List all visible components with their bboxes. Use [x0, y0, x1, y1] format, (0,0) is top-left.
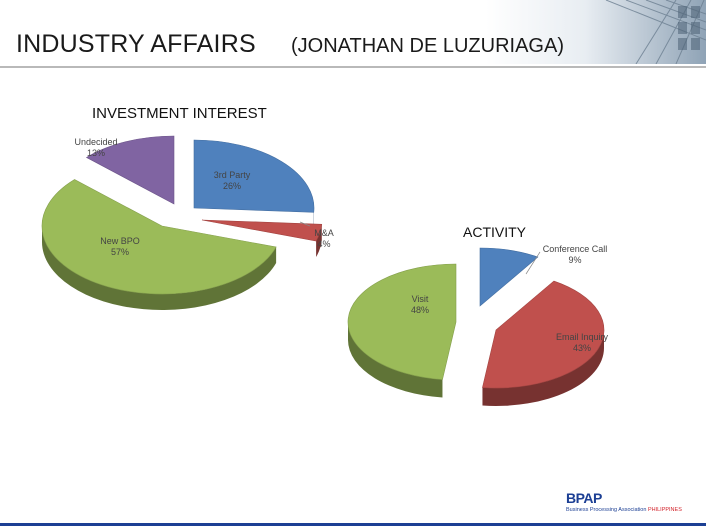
pie-slice-3rd-party — [193, 139, 315, 213]
pie-slice-undecided — [85, 135, 175, 205]
slice-value-undecided: 13% — [87, 148, 105, 158]
chart-title-1: INVESTMENT INTEREST — [92, 105, 267, 122]
slice-value-new-bpo: 57% — [111, 247, 129, 257]
pie-slice-new-bpo — [41, 179, 277, 295]
pie-slice-side-visit — [348, 322, 443, 398]
slice-value-email-inquiry: 43% — [573, 343, 591, 353]
bpap-logo: BPAP Business Processing Association PHI… — [566, 490, 696, 520]
slice-label-conference-call: Conference Call — [543, 244, 608, 254]
footer-line — [0, 523, 706, 526]
pie-slice-visit — [347, 263, 457, 380]
pie-slice-side-new-bpo — [42, 226, 277, 310]
slice-label-3rd-party: 3rd Party — [214, 170, 251, 180]
header-divider — [0, 66, 706, 68]
slice-value-conference-call: 9% — [568, 255, 581, 265]
chart-title-2: ACTIVITY — [463, 224, 527, 240]
leader-line-conference-call — [525, 251, 541, 275]
logo-mark: BPAP — [566, 490, 602, 506]
pie-slice-side-m-a — [316, 224, 322, 258]
page-subtitle: (JONATHAN DE LUZURIAGA) — [291, 35, 564, 57]
pie-slice-side-email-inquiry — [482, 330, 604, 407]
slice-label-m-a: M&A — [314, 228, 334, 238]
pie-slice-m-a — [201, 219, 323, 242]
slice-value-visit: 48% — [411, 305, 429, 315]
slice-label-email-inquiry: Email Inquiry — [556, 332, 609, 342]
slice-label-visit: Visit — [412, 294, 429, 304]
slice-value-m-a: 4% — [317, 239, 330, 249]
leader-line-ma — [299, 221, 311, 227]
slice-label-undecided: Undecided — [74, 137, 117, 147]
slice-label-new-bpo: New BPO — [100, 236, 140, 246]
page-title: INDUSTRY AFFAIRS — [16, 30, 256, 58]
slice-value-3rd-party: 26% — [223, 181, 241, 191]
pie-slice-conference-call — [479, 247, 539, 307]
pie-slice-email-inquiry — [482, 280, 605, 389]
building-header-image — [486, 0, 706, 64]
logo-tagline: Business Processing Association PHILIPPI… — [566, 507, 682, 513]
